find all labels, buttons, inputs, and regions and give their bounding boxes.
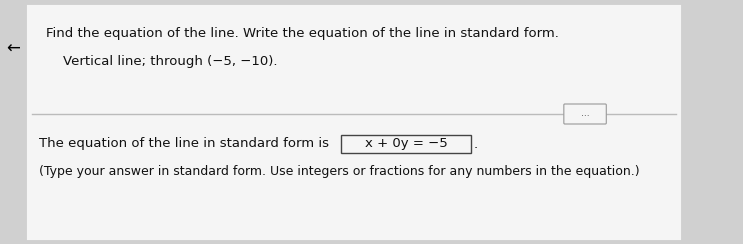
Text: The equation of the line in standard form is: The equation of the line in standard for…	[39, 138, 333, 151]
Text: .: .	[473, 138, 478, 151]
Text: Vertical line; through (−5, −10).: Vertical line; through (−5, −10).	[62, 54, 277, 68]
Text: (Type your answer in standard form. Use integers or fractions for any numbers in: (Type your answer in standard form. Use …	[39, 165, 640, 179]
Text: ←: ←	[6, 40, 20, 58]
FancyBboxPatch shape	[342, 135, 470, 153]
FancyBboxPatch shape	[564, 104, 606, 124]
FancyBboxPatch shape	[26, 4, 681, 240]
Text: x + 0y = −5: x + 0y = −5	[365, 138, 447, 151]
Text: Find the equation of the line. Write the equation of the line in standard form.: Find the equation of the line. Write the…	[46, 28, 559, 41]
Text: ...: ...	[581, 110, 589, 119]
